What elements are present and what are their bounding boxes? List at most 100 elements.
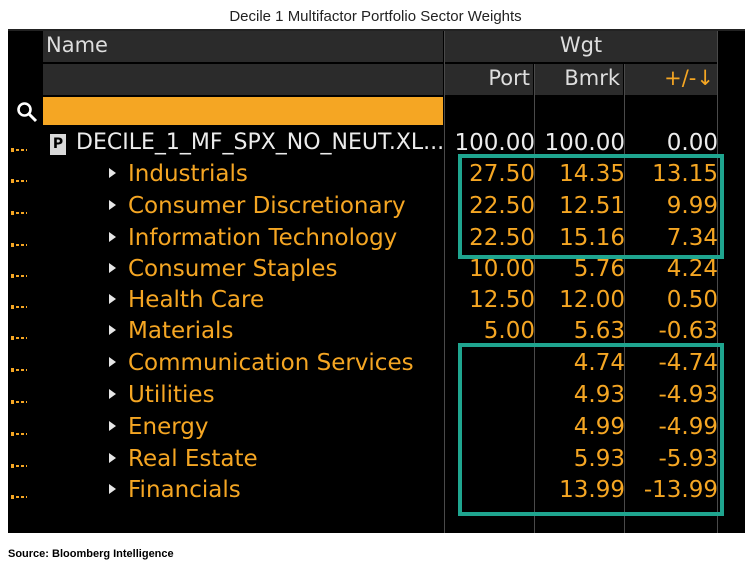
port-weight: 22.50 (469, 225, 535, 251)
expand-arrow-icon[interactable] (109, 294, 116, 304)
bmrk-weight: 12.00 (559, 287, 625, 313)
active-weight: 0.50 (666, 287, 718, 313)
active-weight: -4.93 (658, 382, 718, 408)
active-weight: 4.24 (666, 256, 718, 282)
row-marker-icon (11, 336, 27, 340)
bmrk-weight: 4.99 (573, 414, 625, 440)
row-marker-icon (11, 243, 27, 247)
bmrk-weight: 5.63 (573, 318, 625, 344)
row-marker-icon (11, 274, 27, 278)
active-weight: -13.99 (643, 477, 718, 503)
search-icon[interactable] (15, 100, 39, 124)
row-marker-icon (11, 464, 27, 468)
column-header-bmrk[interactable]: Bmrk (535, 64, 623, 95)
row-marker-icon (11, 305, 27, 309)
underweight-highlight-box (458, 343, 724, 516)
column-divider (444, 31, 445, 533)
column-header-bmrk-label: Bmrk (564, 66, 620, 90)
expand-arrow-icon[interactable] (109, 263, 116, 273)
row-marker-icon (11, 432, 27, 436)
search-input[interactable] (43, 97, 443, 125)
column-divider (717, 31, 718, 533)
sector-name: Materials (128, 318, 234, 344)
bmrk-weight: 14.35 (559, 161, 625, 187)
sector-row-health-care[interactable]: Health Care 12.50 12.00 0.50 (8, 286, 745, 318)
port-weight: 100.00 (454, 130, 535, 156)
sector-row-materials[interactable]: Materials 5.00 5.63 -0.63 (8, 317, 745, 349)
sector-name: Communication Services (128, 350, 414, 376)
sector-row-utilities[interactable]: Utilities 4.93 -4.93 (8, 381, 745, 413)
active-weight: -4.99 (658, 414, 718, 440)
source-note: Source: Bloomberg Intelligence (8, 548, 174, 560)
sector-name: Energy (128, 414, 209, 440)
sector-row-financials[interactable]: Financials 13.99 -13.99 (8, 476, 745, 508)
bmrk-weight: 5.76 (573, 256, 625, 282)
column-header-name-label: Name (46, 33, 108, 57)
row-marker-icon (11, 179, 27, 183)
expand-arrow-icon[interactable] (109, 357, 116, 367)
sector-name: Industrials (128, 161, 248, 187)
sector-name: Utilities (128, 382, 215, 408)
column-header-name[interactable]: Name (43, 31, 443, 62)
overweight-highlight-box (458, 154, 724, 259)
row-marker-icon (11, 148, 27, 152)
sector-row-information-technology[interactable]: Information Technology 22.50 15.16 7.34 (8, 224, 745, 256)
expand-arrow-icon[interactable] (109, 200, 116, 210)
portfolio-grid: Name Wgt Port Bmrk +/-↓ P DECILE_1_MF_SP… (8, 31, 745, 533)
bmrk-weight: 5.93 (573, 446, 625, 472)
port-weight: 10.00 (469, 256, 535, 282)
expand-arrow-icon[interactable] (109, 453, 116, 463)
bmrk-weight: 100.00 (544, 130, 625, 156)
bmrk-weight: 15.16 (559, 225, 625, 251)
port-weight: 12.50 (469, 287, 535, 313)
row-marker-icon (11, 495, 27, 499)
bmrk-weight: 4.74 (573, 350, 625, 376)
column-header-diff-label: +/-↓ (664, 66, 714, 90)
portfolio-name: DECILE_1_MF_SPX_NO_NEUT.XL... (76, 130, 445, 155)
expand-arrow-icon[interactable] (109, 232, 116, 242)
sector-name: Real Estate (128, 446, 258, 472)
active-weight: 0.00 (666, 130, 718, 156)
sector-row-industrials[interactable]: Industrials 27.50 14.35 13.15 (8, 160, 745, 192)
expand-arrow-icon[interactable] (109, 325, 116, 335)
sector-row-consumer-staples[interactable]: Consumer Staples 10.00 5.76 4.24 (8, 255, 745, 287)
expand-arrow-icon[interactable] (109, 421, 116, 431)
column-header-diff[interactable]: +/-↓ (625, 64, 717, 95)
sector-name: Consumer Discretionary (128, 193, 406, 219)
column-header-port[interactable]: Port (445, 64, 533, 95)
sector-name: Consumer Staples (128, 256, 338, 282)
row-marker-icon (11, 368, 27, 372)
column-divider (624, 64, 625, 533)
column-header-port-label: Port (488, 66, 530, 90)
expand-arrow-icon[interactable] (109, 389, 116, 399)
active-weight: -0.63 (658, 318, 718, 344)
expand-arrow-icon[interactable] (109, 168, 116, 178)
active-weight: 9.99 (666, 193, 718, 219)
portfolio-root-row[interactable]: P DECILE_1_MF_SPX_NO_NEUT.XL... 100.00 1… (8, 129, 745, 161)
sector-name: Information Technology (128, 225, 398, 251)
portfolio-document-icon: P (50, 134, 66, 155)
port-weight: 22.50 (469, 193, 535, 219)
active-weight: 7.34 (666, 225, 718, 251)
active-weight: 13.15 (652, 161, 718, 187)
column-header-blank (43, 64, 443, 95)
sector-row-consumer-discretionary[interactable]: Consumer Discretionary 22.50 12.51 9.99 (8, 192, 745, 224)
bmrk-weight: 12.51 (559, 193, 625, 219)
port-weight: 27.50 (469, 161, 535, 187)
bmrk-weight: 13.99 (559, 477, 625, 503)
column-divider (534, 64, 535, 533)
sector-row-energy[interactable]: Energy 4.99 -4.99 (8, 413, 745, 445)
column-header-wgt[interactable]: Wgt (445, 31, 717, 62)
expand-arrow-icon[interactable] (109, 484, 116, 494)
caption-rule (8, 29, 745, 31)
active-weight: -4.74 (658, 350, 718, 376)
bmrk-weight: 4.93 (573, 382, 625, 408)
port-weight: 5.00 (483, 318, 535, 344)
chart-caption: Decile 1 Multifactor Portfolio Sector We… (229, 8, 522, 25)
sector-row-real-estate[interactable]: Real Estate 5.93 -5.93 (8, 445, 745, 477)
sector-row-communication-services[interactable]: Communication Services 4.74 -4.74 (8, 349, 745, 381)
column-header-wgt-label: Wgt (559, 33, 603, 57)
sector-name: Health Care (128, 287, 265, 313)
active-weight: -5.93 (658, 446, 718, 472)
sector-name: Financials (128, 477, 241, 503)
